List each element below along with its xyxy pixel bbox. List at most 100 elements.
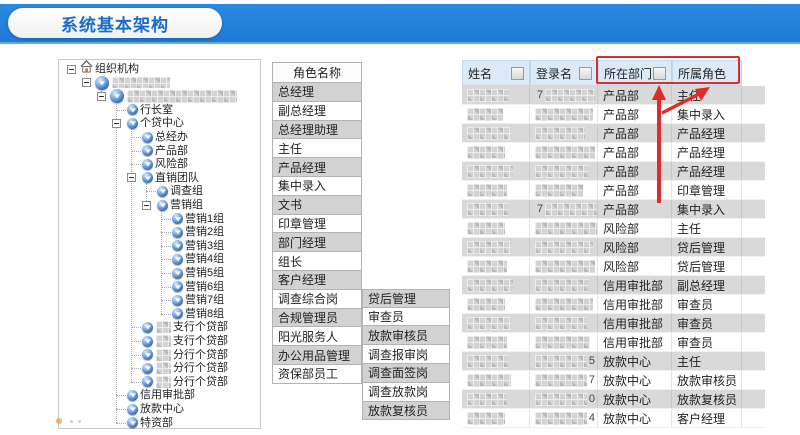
- role-item[interactable]: 调查面签岗: [362, 363, 450, 383]
- table-row[interactable]: 0 放款中心 放款复核员: [462, 390, 765, 409]
- table-row[interactable]: 信用审批部 副总经理: [462, 276, 765, 295]
- role-item[interactable]: 组长: [272, 252, 362, 271]
- tree-node-label: 营销3组: [185, 239, 225, 252]
- login-visible-digit: 4: [588, 412, 595, 424]
- role-item[interactable]: 调查报审岗: [362, 345, 450, 364]
- role-item[interactable]: 文书: [272, 195, 362, 215]
- tree-node[interactable]: 支行个贷部: [127, 334, 228, 348]
- tree-node[interactable]: 信用审批部: [112, 388, 195, 402]
- column-filter-box[interactable]: [579, 67, 592, 80]
- tree-node[interactable]: 营销7组: [157, 293, 224, 307]
- login-cell: [530, 181, 598, 199]
- column-filter-box[interactable]: [511, 67, 524, 80]
- column-header-3[interactable]: 所在部门: [598, 60, 672, 86]
- role-cell-value: 审查员: [672, 314, 742, 332]
- role-cell-value: 副总经理: [672, 276, 742, 294]
- table-row[interactable]: 7 产品部 集中录入: [462, 200, 765, 219]
- redacted-prefix: [156, 375, 171, 388]
- column-filter-box[interactable]: [653, 67, 666, 80]
- tree-expander-slot: [142, 200, 155, 210]
- role-item[interactable]: 办公用品管理: [272, 346, 362, 365]
- role-item[interactable]: 印章管理: [272, 214, 362, 234]
- department-cell: 产品部: [598, 181, 672, 199]
- tree-node[interactable]: 行长室: [112, 103, 173, 117]
- role-item[interactable]: 审查员: [362, 307, 450, 327]
- table-row[interactable]: 信用审批部 审查员: [462, 295, 765, 314]
- tree-connector: [131, 354, 141, 356]
- login-cell: 4: [530, 409, 598, 427]
- role-item[interactable]: 调查综合岗: [272, 289, 362, 309]
- role-item[interactable]: 部门经理: [272, 233, 362, 253]
- tree-expander-minus[interactable]: [127, 173, 136, 183]
- org-node-icon: [172, 294, 183, 306]
- role-item[interactable]: 放款复核员: [362, 401, 450, 421]
- role-item[interactable]: 副总经理: [272, 101, 362, 121]
- role-item[interactable]: 总经理: [272, 83, 362, 102]
- tree-node[interactable]: 直销团队: [127, 171, 199, 185]
- tree-node[interactable]: 总经办: [127, 130, 188, 144]
- tree-node[interactable]: 支行个贷部: [127, 320, 228, 334]
- tree-node[interactable]: [97, 89, 237, 104]
- column-header-1[interactable]: 姓名: [462, 60, 530, 86]
- table-row[interactable]: 产品部 产品经理: [462, 143, 765, 162]
- table-row[interactable]: 风险部 主任: [462, 219, 765, 238]
- tree-node[interactable]: 营销5组: [157, 266, 224, 280]
- role-item[interactable]: 贷后管理: [362, 288, 450, 308]
- table-row[interactable]: 产品部 印章管理: [462, 181, 765, 200]
- role-item[interactable]: 调查放款岗: [362, 382, 450, 402]
- tree-node[interactable]: 营销1组: [157, 212, 224, 226]
- tree-expander-minus[interactable]: [142, 200, 151, 210]
- tree-node[interactable]: 组织机构: [67, 60, 139, 76]
- tree-node[interactable]: 调查组: [142, 184, 203, 198]
- table-row[interactable]: 产品部 产品经理: [462, 162, 765, 181]
- redacted-name: [467, 240, 511, 254]
- column-header-4[interactable]: 所属角色: [672, 60, 742, 86]
- table-row[interactable]: 产品部 集中录入: [462, 105, 765, 124]
- role-item[interactable]: 产品经理: [272, 158, 362, 177]
- table-row[interactable]: 7 产品部 主任: [462, 86, 765, 105]
- redacted-login: [535, 183, 583, 197]
- tree-node[interactable]: 营销4组: [157, 252, 224, 266]
- tree-expander-minus[interactable]: [82, 78, 91, 88]
- tree-node[interactable]: 营销8组: [157, 307, 224, 321]
- table-row[interactable]: 风险部 贷后管理: [462, 238, 765, 257]
- table-row[interactable]: 7 放款中心 放款审核员: [462, 371, 765, 390]
- table-row[interactable]: 信用审批部 审查员: [462, 314, 765, 333]
- tree-node[interactable]: 营销2组: [157, 225, 224, 239]
- tree-node[interactable]: [82, 75, 170, 90]
- role-item[interactable]: 主任: [272, 139, 362, 159]
- role-cell-value: 集中录入: [672, 200, 742, 218]
- role-item[interactable]: 客户经理: [272, 270, 362, 290]
- tree-expander-minus[interactable]: [67, 64, 76, 74]
- tree-expander-minus[interactable]: [112, 118, 121, 128]
- tree-node[interactable]: 营销组: [142, 198, 203, 212]
- tree-node[interactable]: 产品部: [127, 144, 188, 158]
- role-item[interactable]: 阳光服务人: [272, 327, 362, 347]
- name-cell: [462, 333, 530, 351]
- tree-node[interactable]: 放款中心: [112, 402, 184, 416]
- table-row[interactable]: 5 放款中心 主任: [462, 352, 765, 371]
- role-item[interactable]: 集中录入: [272, 176, 362, 196]
- column-header-2[interactable]: 登录名: [530, 60, 598, 86]
- tree-node[interactable]: 分行个贷部: [127, 348, 228, 362]
- tree-expander-minus[interactable]: [97, 91, 106, 101]
- table-row[interactable]: 4 放款中心 客户经理: [462, 409, 765, 428]
- tree-node[interactable]: 特资部: [112, 416, 173, 430]
- table-row[interactable]: 信用审批部 审查员: [462, 333, 765, 352]
- org-node-icon: [127, 417, 138, 429]
- role-item[interactable]: 合规管理员: [272, 308, 362, 328]
- tree-node[interactable]: 分行个贷部: [127, 361, 228, 375]
- name-cell: [462, 314, 530, 332]
- title-banner: 系统基本架构: [0, 4, 800, 44]
- tree-node[interactable]: 分行个贷部: [127, 375, 228, 389]
- table-row[interactable]: 产品部 产品经理: [462, 124, 765, 143]
- table-row[interactable]: 风险部 贷后管理: [462, 257, 765, 276]
- tree-node[interactable]: 营销6组: [157, 280, 224, 294]
- tree-node[interactable]: 个贷中心: [112, 116, 184, 130]
- tree-node[interactable]: 风险部: [127, 157, 188, 171]
- tree-node[interactable]: 营销3组: [157, 239, 224, 253]
- login-cell: [530, 257, 598, 275]
- role-item[interactable]: 放款审核员: [362, 326, 450, 346]
- role-item[interactable]: 资保部员工: [272, 364, 362, 384]
- role-item[interactable]: 总经理助理: [272, 120, 362, 140]
